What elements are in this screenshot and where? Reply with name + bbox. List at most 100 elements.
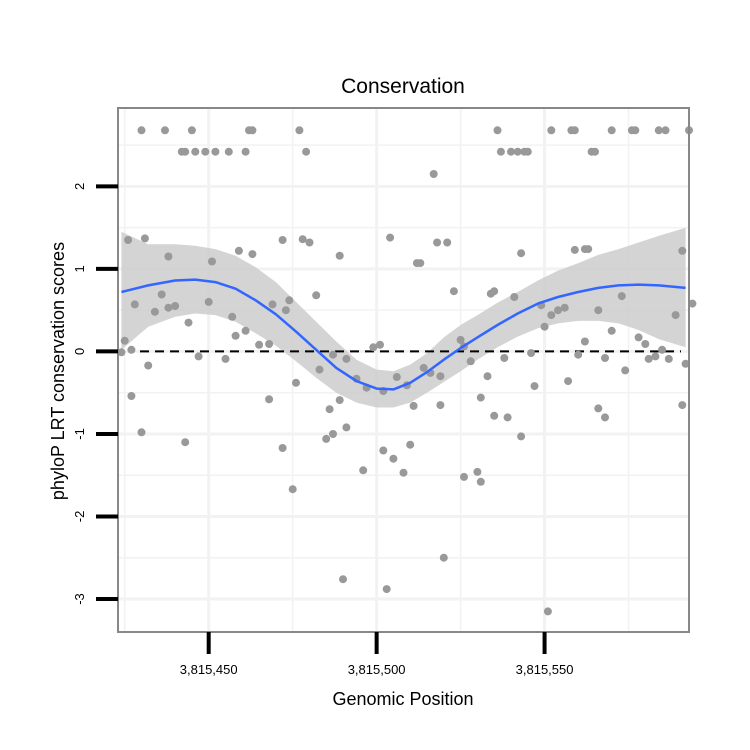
data-point	[329, 430, 337, 438]
data-point	[298, 235, 307, 244]
data-point	[564, 377, 573, 386]
data-point	[376, 340, 384, 349]
data-point	[527, 349, 536, 358]
data-point	[124, 236, 133, 244]
data-point	[315, 365, 324, 374]
data-point	[500, 354, 509, 362]
data-point	[664, 354, 673, 363]
data-point	[658, 345, 667, 354]
data-point	[456, 335, 465, 344]
data-point	[510, 293, 519, 301]
data-point	[140, 234, 149, 243]
data-point	[241, 147, 250, 156]
data-point	[644, 354, 653, 363]
data-point	[554, 306, 562, 315]
data-point	[631, 126, 640, 135]
data-point	[466, 357, 475, 366]
data-point	[342, 423, 351, 432]
data-point	[335, 396, 344, 405]
x-tick-label: 3,815,450	[180, 662, 238, 677]
data-point	[382, 585, 391, 594]
data-point	[201, 147, 210, 156]
data-point	[473, 467, 482, 476]
data-point	[671, 311, 680, 320]
data-point	[449, 287, 458, 296]
data-point	[379, 446, 388, 455]
data-point	[329, 350, 337, 359]
panel-border	[117, 107, 690, 633]
data-point	[265, 395, 274, 404]
data-point	[144, 361, 153, 370]
data-point	[211, 147, 220, 156]
data-point	[228, 312, 237, 321]
y-tick-label: 2	[72, 183, 87, 190]
data-point	[389, 454, 398, 463]
data-point	[416, 259, 425, 268]
data-point	[278, 444, 287, 452]
data-point	[221, 354, 230, 363]
data-point	[241, 326, 250, 335]
data-point	[281, 306, 290, 315]
y-axis-label: phyloP LRT conservation scores	[48, 242, 68, 500]
data-point	[181, 147, 190, 156]
data-point	[265, 340, 274, 348]
data-point	[187, 126, 196, 135]
data-point	[429, 170, 438, 178]
data-point	[483, 372, 492, 381]
data-point	[678, 246, 687, 255]
data-point	[184, 318, 193, 327]
data-point	[574, 350, 583, 359]
data-point	[399, 468, 408, 477]
data-point	[517, 432, 526, 441]
y-tick-label: -2	[72, 511, 87, 523]
data-point	[507, 147, 515, 156]
data-point	[181, 438, 190, 447]
data-point	[409, 401, 418, 410]
data-point	[661, 126, 670, 135]
data-point	[503, 413, 512, 422]
data-point	[490, 411, 499, 420]
data-point	[419, 363, 428, 372]
data-point	[436, 372, 445, 381]
data-point	[234, 246, 243, 255]
data-point	[137, 126, 146, 135]
data-point	[312, 291, 321, 300]
data-point	[130, 300, 139, 309]
data-point	[678, 401, 687, 410]
smooth-line-layer	[121, 278, 686, 391]
data-point	[523, 147, 532, 156]
data-point	[641, 340, 650, 348]
data-point	[339, 575, 347, 584]
data-point	[651, 352, 660, 361]
data-point	[359, 466, 368, 475]
y-tick-label: 1	[72, 265, 87, 272]
data-point	[681, 359, 690, 368]
confidence-ribbon	[121, 227, 686, 408]
data-point	[224, 147, 233, 156]
data-point	[547, 311, 556, 320]
x-axis-label: Genomic Position	[332, 689, 473, 709]
data-point	[248, 126, 257, 135]
data-points	[117, 126, 697, 616]
data-point	[325, 405, 334, 414]
data-point	[161, 126, 169, 135]
data-point	[654, 126, 663, 135]
data-point	[591, 147, 599, 156]
data-point	[342, 354, 351, 363]
data-point	[292, 378, 300, 387]
data-point	[157, 290, 166, 299]
data-point	[530, 382, 539, 391]
data-point	[594, 306, 603, 315]
data-point	[517, 249, 526, 258]
data-point	[601, 413, 609, 422]
smooth-line	[121, 278, 686, 391]
data-point	[580, 337, 589, 346]
y-axis-ticks: -3 -2 -1 0 1 2	[72, 183, 118, 605]
data-point	[191, 147, 200, 156]
data-point	[164, 303, 173, 312]
data-point	[490, 287, 499, 296]
data-point	[439, 553, 448, 562]
data-point	[127, 345, 136, 354]
data-point	[164, 252, 173, 261]
